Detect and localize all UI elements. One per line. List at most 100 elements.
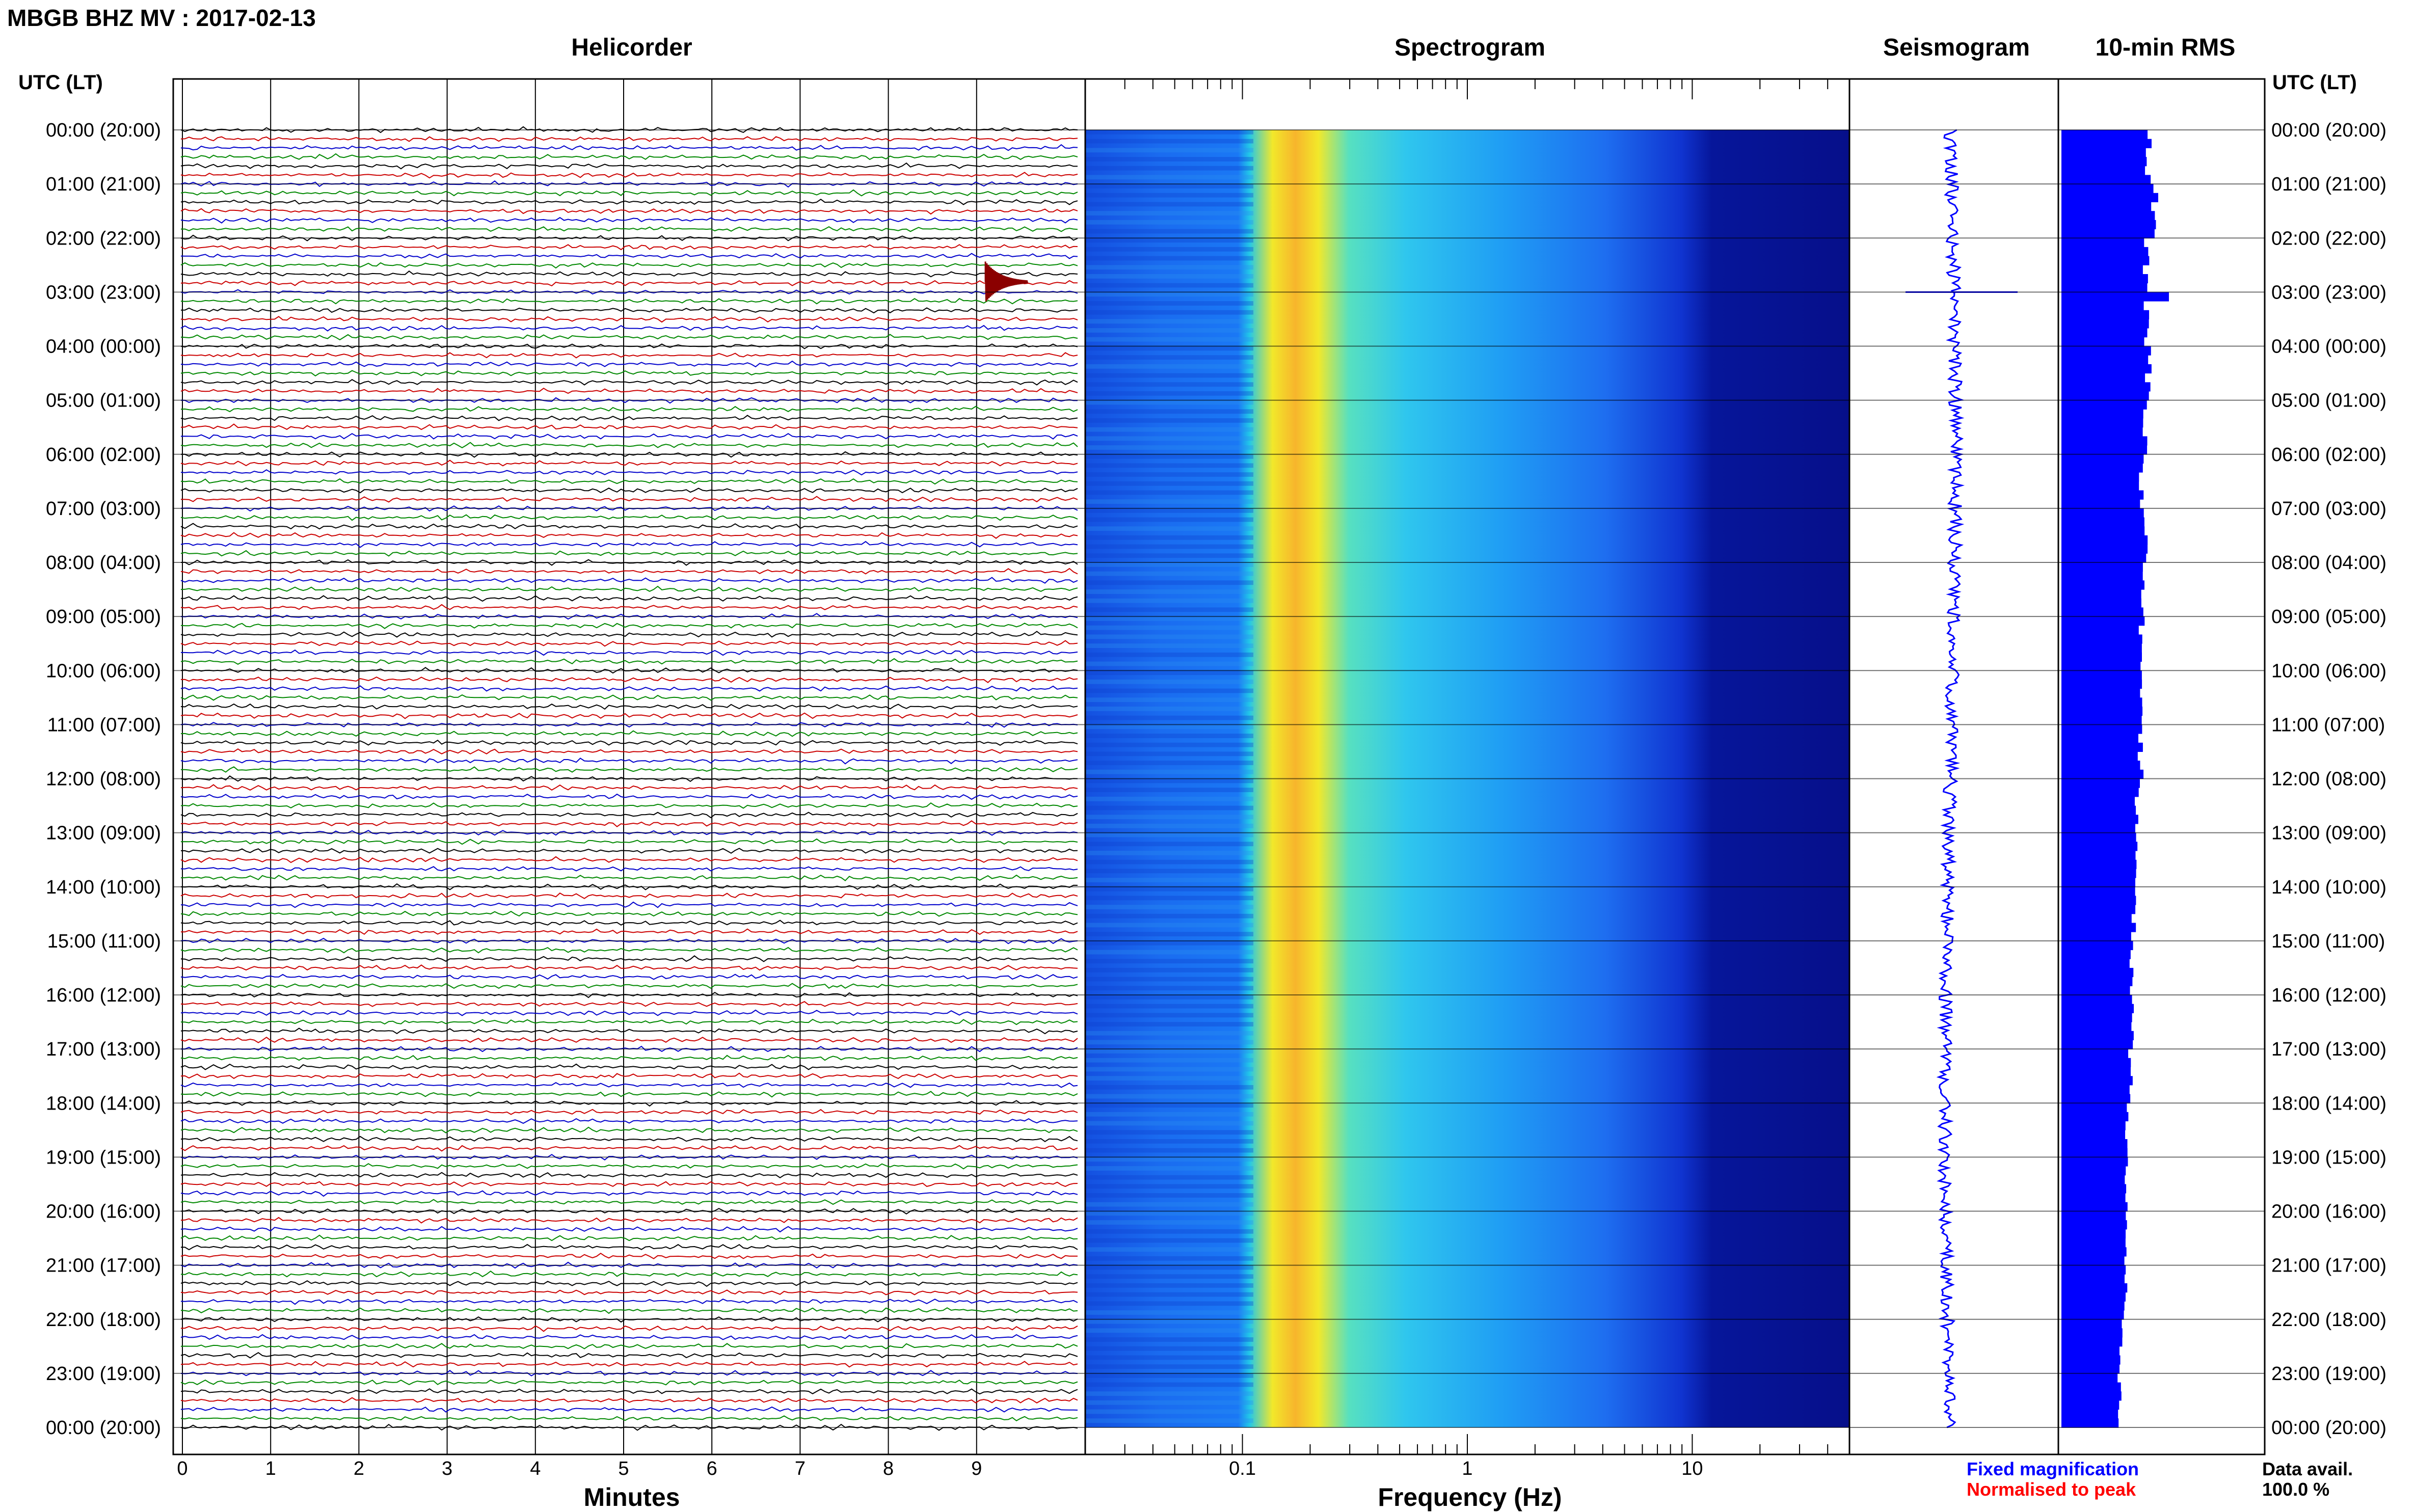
rms-bar <box>2061 382 2151 392</box>
helicorder-x-tick-label: 0 <box>177 1458 187 1479</box>
helicorder-trace <box>180 585 1078 592</box>
helicorder-trace <box>180 1298 1078 1305</box>
time-label-right: 19:00 (15:00) <box>2271 1147 2386 1168</box>
helicorder-x-tick-label: 5 <box>618 1458 629 1479</box>
rms-bar <box>2061 247 2149 257</box>
rms-bar <box>2061 905 2136 914</box>
rms-bar <box>2061 761 2140 770</box>
rms-bar <box>2061 1400 2119 1410</box>
time-label-right: 15:00 (11:00) <box>2271 931 2385 952</box>
rms-bar <box>2061 256 2150 265</box>
helicorder-trace <box>180 1406 1078 1413</box>
spectrogram-low-freq-band <box>1085 472 1253 477</box>
spectrogram-low-freq-band <box>1085 1265 1253 1270</box>
time-label-left: 22:00 (18:00) <box>46 1309 161 1331</box>
rms-bar <box>2061 436 2148 446</box>
spectrogram-low-freq-band <box>1085 977 1253 982</box>
time-label-right: 09:00 (05:00) <box>2271 606 2386 628</box>
helicorder-trace <box>180 270 1078 278</box>
helicorder-x-tick-label: 1 <box>265 1458 276 1479</box>
helicorder-trace <box>180 1109 1078 1115</box>
time-axis-labels: 00:00 (20:00) 00:00 (20:00) 01:00 (21:00) 0… <box>46 120 2386 1439</box>
spectrogram-low-freq-band <box>1085 1022 1253 1027</box>
helicorder-trace <box>180 1136 1078 1143</box>
spectrogram-low-freq-band <box>1085 445 1253 450</box>
spectrogram-low-freq-band <box>1085 940 1253 946</box>
spectrogram-low-freq-band <box>1085 1076 1253 1081</box>
helicorder-trace <box>180 469 1078 476</box>
helicorder-trace <box>180 748 1078 755</box>
helicorder-trace <box>180 1388 1078 1395</box>
spectrogram-low-freq-band <box>1085 1157 1253 1162</box>
helicorder-trace <box>180 1082 1078 1088</box>
helicorder-x-tick-label: 4 <box>530 1458 541 1479</box>
helicorder-trace <box>181 848 1078 854</box>
rms-bar <box>2061 815 2138 824</box>
time-label-right: 00:00 (20:00) <box>2271 120 2386 141</box>
helicorder-trace <box>180 244 1078 251</box>
rms-bar <box>2061 1139 2128 1149</box>
rms-bar <box>2061 301 2144 311</box>
rms-bar <box>2061 1184 2127 1194</box>
spectrogram-low-freq-band <box>1085 211 1253 215</box>
spectrogram-low-freq-band <box>1085 598 1253 603</box>
helicorder-trace <box>180 937 1078 944</box>
spectrogram-low-freq-band <box>1085 589 1253 594</box>
helicorder-trace <box>180 550 1078 557</box>
rms-bar <box>2061 310 2150 319</box>
spectrogram-low-freq-band <box>1085 1400 1253 1405</box>
spectrogram-low-freq-band <box>1085 1058 1253 1063</box>
spectrogram-low-freq-band <box>1085 490 1253 495</box>
rms-bar <box>2061 1409 2118 1419</box>
spectrogram-low-freq-band <box>1085 337 1253 342</box>
spectrogram-low-freq-band <box>1085 1364 1253 1369</box>
rms-bar <box>2061 1130 2126 1140</box>
rms-bar <box>2061 661 2141 671</box>
helicorder-trace <box>180 1217 1078 1224</box>
rms-bar <box>2061 238 2144 248</box>
spectrogram-low-freq-band <box>1085 562 1253 567</box>
spectrogram-low-freq-band <box>1085 896 1253 901</box>
helicorder-trace <box>181 496 1078 503</box>
time-label-right: 03:00 (23:00) <box>2271 282 2386 303</box>
rms-bar <box>2061 1247 2127 1257</box>
rms-bar <box>2061 427 2143 437</box>
helicorder-trace <box>180 694 1078 701</box>
spectrogram-low-freq-band <box>1085 436 1253 441</box>
helicorder-trace <box>180 784 1078 791</box>
rms-bar <box>2061 950 2131 959</box>
rms-bar <box>2061 707 2143 716</box>
rms-bar <box>2061 1391 2122 1401</box>
spectrogram-low-freq-band <box>1085 1031 1253 1036</box>
helicorder-trace <box>180 1181 1078 1187</box>
helicorder-trace <box>180 712 1078 719</box>
rms-bar <box>2061 1058 2131 1067</box>
rms-bar <box>2061 544 2148 554</box>
spectrogram-low-freq-band <box>1085 1382 1253 1387</box>
spectrogram-low-freq-band <box>1085 157 1253 161</box>
rms-bar <box>2061 1337 2123 1347</box>
spectrogram-low-freq-band <box>1085 535 1253 540</box>
helicorder-trace <box>180 289 1078 295</box>
spectrogram-low-freq-band <box>1085 508 1253 513</box>
spectrogram-low-freq-band <box>1085 499 1253 504</box>
time-label-left: 12:00 (08:00) <box>46 769 161 790</box>
helicorder-trace <box>180 136 1078 142</box>
spectrogram-low-freq-band <box>1085 355 1253 360</box>
spectrogram-low-freq-band <box>1085 526 1253 531</box>
time-label-left: 13:00 (09:00) <box>46 823 161 844</box>
rms-bar <box>2061 1382 2121 1392</box>
spectrogram-low-freq-band <box>1085 832 1253 838</box>
spectrogram-low-freq-band <box>1085 1283 1253 1288</box>
spectrogram-low-freq-band <box>1085 1409 1253 1414</box>
rms-bar <box>2061 977 2133 986</box>
spectrogram-low-freq-band <box>1085 1337 1253 1342</box>
spectrogram-low-freq-band <box>1085 1085 1253 1090</box>
helicorder-trace <box>180 820 1078 827</box>
time-label-right: 07:00 (03:00) <box>2271 498 2386 520</box>
spectrogram-low-freq-band <box>1085 913 1253 919</box>
rms-bar <box>2061 319 2149 329</box>
spectrogram-low-freq-band <box>1085 959 1253 964</box>
time-label-right: 11:00 (07:00) <box>2271 714 2385 736</box>
utc-label-right: UTC (LT) <box>2272 71 2357 94</box>
